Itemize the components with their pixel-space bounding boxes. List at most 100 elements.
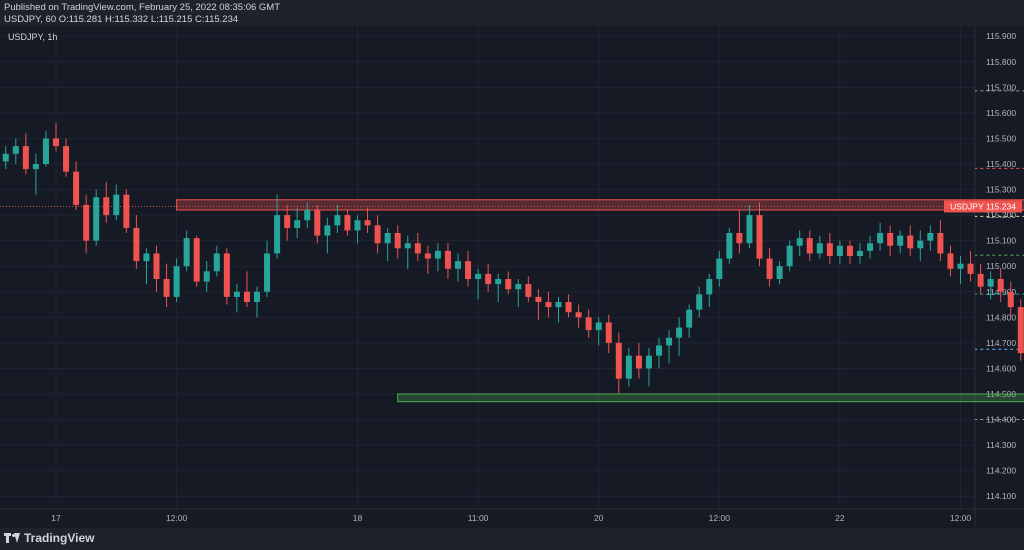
candle-body xyxy=(344,215,351,231)
y-tick-label: 115.900 xyxy=(986,31,1016,41)
candlestick-chart[interactable]: 115.900 115.800 115.700 115.600 115.500 115.4… xyxy=(0,26,1024,528)
candle-body xyxy=(254,291,260,302)
tradingview-logo-icon xyxy=(4,533,20,543)
y-tick-label: 114.100 xyxy=(986,491,1016,501)
candle-body xyxy=(947,253,954,269)
candle-body xyxy=(485,273,492,285)
candle-body xyxy=(977,273,984,287)
candle-body xyxy=(645,355,652,369)
candle-body xyxy=(585,317,592,331)
candle-body xyxy=(766,258,773,279)
candle-body xyxy=(575,312,582,318)
candle-body xyxy=(32,164,39,170)
candle-body xyxy=(746,215,753,244)
candle-body xyxy=(213,253,220,272)
tradingview-logo[interactable]: TradingView xyxy=(4,531,94,545)
y-tick-label: 114.600 xyxy=(986,363,1016,373)
candle-body xyxy=(625,355,632,379)
candle-body xyxy=(334,215,341,226)
candle-body xyxy=(73,171,80,205)
candle-body xyxy=(12,146,19,154)
candle-body xyxy=(444,250,451,269)
candle-body xyxy=(917,240,924,249)
candle-body xyxy=(897,235,904,246)
ohlc-readout: USDJPY, 60 O:115.281 H:115.332 L:115.215… xyxy=(4,14,239,25)
candle-body xyxy=(545,302,552,308)
candle-body xyxy=(93,197,100,241)
candle-body xyxy=(113,194,120,216)
candle-body xyxy=(314,210,321,236)
candle-body xyxy=(706,279,713,295)
candle-body xyxy=(203,271,210,282)
candle-body xyxy=(877,233,884,244)
publish-header: Published on TradingView.com, February 2… xyxy=(0,0,1024,26)
candle-body xyxy=(816,243,823,254)
candle-body xyxy=(615,342,622,379)
candle-body xyxy=(907,235,914,249)
candle-body xyxy=(887,233,894,246)
x-tick-label: 17 xyxy=(51,513,61,523)
candle-body xyxy=(495,279,502,285)
candle-body xyxy=(535,296,542,302)
candle-body xyxy=(937,233,944,254)
candle-body xyxy=(1017,307,1024,354)
candle-body xyxy=(786,245,793,267)
candle-body xyxy=(243,291,250,302)
candle-body xyxy=(53,138,59,147)
candle-body xyxy=(867,243,874,251)
candle-body xyxy=(676,327,683,338)
y-tick-label: 115.400 xyxy=(986,159,1016,169)
candle-body xyxy=(153,253,160,279)
candle-body xyxy=(987,279,994,287)
candle-body xyxy=(736,233,743,244)
candle-body xyxy=(183,238,190,267)
candle-body xyxy=(364,220,371,226)
price-tag xyxy=(944,200,1022,213)
brand-name: TradingView xyxy=(24,531,95,545)
candle-body xyxy=(294,220,301,228)
candle-body xyxy=(515,284,522,290)
x-tick-label: 12:00 xyxy=(950,513,972,523)
candle-body xyxy=(133,227,140,262)
candle-body xyxy=(424,253,431,259)
candle-body xyxy=(404,243,411,249)
candle-body xyxy=(284,215,291,228)
y-tick-label: 115.300 xyxy=(986,185,1016,195)
price-tag-label: USDJPY 115.234 xyxy=(950,201,1016,211)
candle-body xyxy=(354,220,361,231)
y-tick-label: 115.200 xyxy=(986,210,1016,220)
candle-body xyxy=(63,146,70,172)
candle-body xyxy=(304,210,311,221)
chart-area[interactable]: 115.900 115.800 115.700 115.600 115.500 115.4… xyxy=(0,26,1024,528)
candle-body xyxy=(505,279,512,290)
y-tick-label: 115.100 xyxy=(986,236,1016,246)
candle-body xyxy=(997,279,1004,292)
candle-body xyxy=(967,263,974,274)
candle-body xyxy=(42,138,49,164)
candle-body xyxy=(756,215,763,259)
y-tick-label: 114.300 xyxy=(986,440,1016,450)
resistance-zone xyxy=(176,199,1024,211)
candle-body xyxy=(776,266,783,279)
candle-body xyxy=(826,243,833,256)
y-tick-label: 114.700 xyxy=(986,338,1016,348)
candle-body xyxy=(595,322,602,331)
candle-body xyxy=(666,337,673,346)
y-tick-label: 114.800 xyxy=(986,312,1016,322)
candle-body xyxy=(475,273,482,279)
x-tick-label: 12:00 xyxy=(166,513,188,523)
y-tick-label: 115.600 xyxy=(986,108,1016,118)
candle-body xyxy=(1007,291,1014,308)
candle-body xyxy=(836,245,843,256)
candle-body xyxy=(696,294,703,310)
x-tick-label: 20 xyxy=(594,513,604,523)
candle-body xyxy=(686,309,693,328)
candle-body xyxy=(274,215,281,254)
candle-body xyxy=(394,233,401,249)
candle-body xyxy=(465,261,472,279)
candle-body xyxy=(806,238,813,254)
x-tick-label: 11:00 xyxy=(468,513,489,523)
candle-body xyxy=(414,243,421,254)
y-tick-label: 115.800 xyxy=(986,57,1016,67)
candle-body xyxy=(957,263,964,269)
